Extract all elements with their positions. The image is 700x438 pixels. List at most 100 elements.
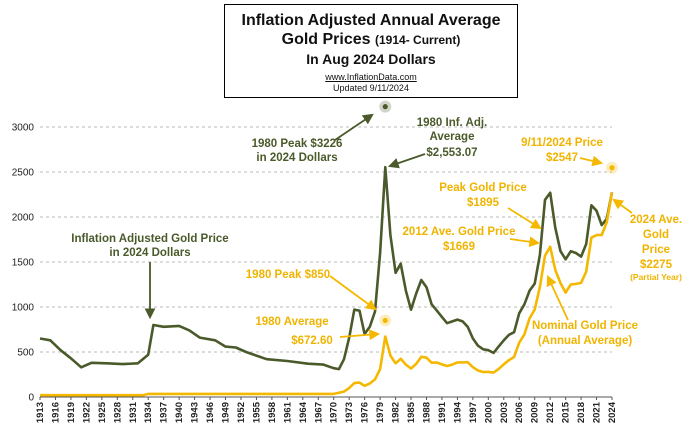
arrow-peak-1980-nominal [329, 275, 377, 311]
x-tick-label: 2024 [607, 401, 618, 423]
y-tick-label: 0 [28, 393, 34, 404]
y-tick-label: 2000 [12, 213, 35, 224]
x-tick-label: 1958 [267, 402, 278, 423]
marker-dot [382, 317, 388, 324]
arrow-nominal-label [546, 275, 569, 321]
chart-title-box: Inflation Adjusted Annual Average Gold P… [224, 4, 518, 98]
annotation-avg-nom-line2: $672.60 [291, 335, 333, 347]
annotation-avg-nom-line1: 1980 Average [255, 316, 328, 328]
x-tick-label: 1925 [97, 401, 108, 423]
marker-dot [382, 104, 388, 110]
source-url-link[interactable]: www.InflationData.com [325, 72, 417, 82]
x-tick-label: 1976 [360, 402, 371, 423]
annotation-peak-gold-line1: Peak Gold Price [439, 182, 527, 194]
x-tick-label: 2018 [576, 402, 587, 423]
x-tick-label: 1997 [468, 402, 479, 423]
annotation-avg-adj-line2: Average [430, 131, 475, 143]
x-tick-label: 1937 [159, 402, 170, 423]
x-tick-label: 1949 [221, 402, 232, 423]
annotation-avg-2012-line2: $1669 [443, 241, 475, 253]
title-line-2: Gold Prices (1914- Current) [225, 30, 517, 50]
y-tick-label: 500 [17, 348, 34, 359]
x-tick-label: 1967 [313, 402, 324, 423]
x-tick-label: 1931 [128, 401, 139, 423]
series-line-nominal [40, 192, 614, 397]
x-tick-label: 1988 [421, 402, 432, 423]
annotation-avg-2012-line1: 2012 Ave. Gold Price [403, 226, 516, 238]
annotation-avg-2012: 2012 Ave. Gold Price $1669 [403, 226, 516, 253]
annotation-avg-1980-nominal: 1980 Average $672.60 [255, 316, 332, 347]
annotation-price-2024-line2: $2547 [546, 152, 578, 164]
arrow-peak-gold [507, 207, 542, 230]
x-tick-label: 1970 [329, 402, 340, 423]
annotation-nominal-label: Nominal Gold Price (Annual Average) [532, 320, 638, 347]
x-tick-label: 1955 [251, 401, 262, 423]
x-axis: 1913 1916 1919 1922 1925 1928 1931 1934 1937 1940… [35, 396, 618, 423]
annotation-adjusted-label: Inflation Adjusted Gold Price in 2024 Do… [71, 233, 228, 259]
marker-dot [609, 165, 615, 171]
x-tick-label: 1979 [375, 402, 386, 423]
annotation-avg-2024-line4: $2275 [640, 259, 673, 271]
x-tick-label: 1973 [344, 402, 355, 423]
series-lines [39, 165, 614, 397]
x-tick-label: 2006 [514, 402, 525, 423]
x-tick-label: 2003 [499, 402, 510, 423]
annotation-price-2024-line1: 9/11/2024 Price [521, 137, 603, 149]
arrow-avg-2012 [509, 236, 541, 248]
annotation-avg-2024-line3: Price [642, 244, 670, 256]
title-line-2-main: Gold Prices [281, 31, 375, 48]
x-tick-label: 1922 [81, 402, 92, 423]
y-tick-label: 2500 [12, 168, 35, 179]
x-tick-label: 1913 [35, 402, 46, 423]
annotation-avg-2024: 2024 Ave. Gold Price $2275 (Partial Year… [630, 214, 682, 282]
annotation-peak-nom-line1: 1980 Peak $850 [246, 269, 330, 281]
arrow-avg-1980-adjusted [387, 153, 426, 169]
arrow-avg-2024 [612, 198, 633, 214]
annotation-nominal-line2: (Annual Average) [538, 335, 633, 347]
x-tick-label: 2012 [545, 402, 556, 423]
y-tick-label: 3000 [12, 123, 35, 134]
x-tick-label: 1943 [190, 402, 201, 423]
y-tick-label: 1500 [12, 258, 35, 269]
x-tick-label: 1991 [437, 401, 448, 423]
annotation-arrows [144, 113, 633, 341]
annotation-avg-2024-line2: Gold [643, 229, 669, 241]
annotation-markers [379, 100, 618, 327]
y-axis: 0 500 1000 1500 2000 2500 3000 [12, 123, 35, 404]
annotation-peak-adj-line2: in 2024 Dollars [256, 152, 337, 164]
annotation-avg-adj-line1: 1980 Inf. Adj. [417, 117, 488, 129]
title-line-3: In Aug 2024 Dollars [306, 51, 436, 67]
annotation-avg-2024-note: (Partial Year) [630, 272, 682, 282]
arrow-peak-1980-adjusted [334, 113, 374, 141]
annotation-adj-label-line2: in 2024 Dollars [109, 247, 190, 259]
x-tick-label: 1940 [174, 402, 185, 423]
annotation-peak-gold: Peak Gold Price $1895 [439, 182, 527, 209]
y-tick-label: 1000 [12, 303, 35, 314]
series-line-adjusted [39, 165, 614, 371]
x-tick-label: 1964 [298, 401, 309, 423]
x-tick-label: 2000 [483, 402, 494, 423]
annotation-peak-1980-adjusted: 1980 Peak $3226 in 2024 Dollars [252, 138, 343, 164]
x-tick-label: 1994 [452, 401, 463, 423]
x-tick-label: 1985 [406, 401, 417, 423]
annotation-avg-adj-line3: $2,553.07 [426, 147, 477, 159]
annotation-peak-gold-line2: $1895 [467, 197, 500, 209]
annotation-avg-1980-adjusted: 1980 Inf. Adj. Average $2,553.07 [417, 117, 488, 159]
x-tick-label: 1934 [143, 401, 154, 423]
x-tick-label: 1952 [236, 402, 247, 423]
x-tick-label: 1982 [391, 402, 402, 423]
annotation-avg-2024-line1: 2024 Ave. [630, 214, 682, 226]
arrow-avg-1980-nominal [339, 329, 381, 341]
x-tick-label: 2015 [561, 401, 572, 423]
x-tick-label: 1946 [205, 402, 216, 423]
annotation-peak-adj-line1: 1980 Peak $3226 [252, 138, 343, 150]
annotation-peak-1980-nominal: 1980 Peak $850 [246, 269, 330, 281]
x-tick-label: 2021 [592, 401, 603, 423]
x-tick-label: 1916 [50, 402, 61, 423]
title-line-1: Inflation Adjusted Annual Average [241, 12, 501, 29]
x-tick-label: 2009 [530, 402, 541, 423]
x-tick-label: 1928 [112, 402, 123, 423]
annotation-adj-label-line1: Inflation Adjusted Gold Price [71, 233, 228, 245]
arrow-price-2024 [579, 155, 604, 167]
